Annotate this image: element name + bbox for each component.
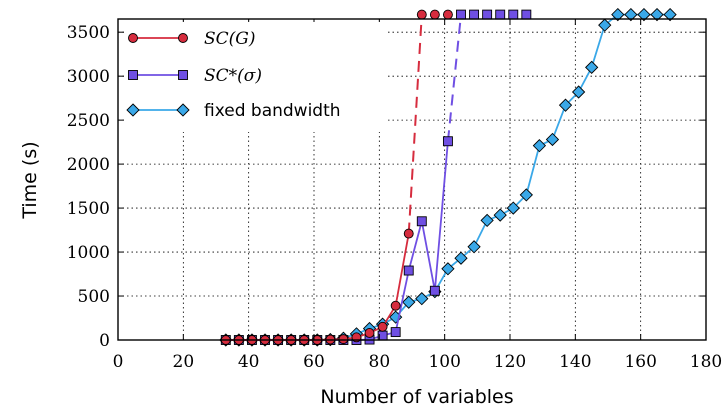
series-line bbox=[225, 141, 449, 341]
y-tick-label: 3500 bbox=[67, 23, 110, 43]
timeout-point bbox=[429, 9, 440, 20]
data-point bbox=[416, 216, 427, 227]
legend-marker bbox=[178, 70, 188, 80]
y-tick-label: 1000 bbox=[67, 243, 110, 263]
x-tick-label: 180 bbox=[690, 352, 722, 372]
x-tick-label: 20 bbox=[173, 352, 195, 372]
x-tick-label: 0 bbox=[113, 352, 124, 372]
data-point bbox=[402, 295, 416, 309]
data-point bbox=[650, 7, 664, 22]
data-point bbox=[403, 265, 414, 276]
timeout-point bbox=[442, 9, 453, 20]
data-point bbox=[493, 208, 507, 222]
timeout-point bbox=[416, 9, 427, 20]
x-tick-label: 120 bbox=[494, 352, 526, 372]
timeout-point bbox=[495, 9, 506, 20]
data-point bbox=[403, 228, 414, 239]
legend-marker bbox=[128, 33, 138, 43]
legend: SC(G) SC*(σ) fixed bandwidth bbox=[124, 22, 386, 132]
x-tick-label: 140 bbox=[559, 352, 591, 372]
data-point bbox=[454, 251, 468, 265]
timeout-point bbox=[456, 9, 466, 20]
grid-lines bbox=[118, 19, 706, 340]
legend-marker bbox=[128, 70, 138, 80]
legend-label: SC*(σ) bbox=[204, 66, 262, 86]
legend-box bbox=[124, 22, 386, 132]
legend-label: SC(G) bbox=[204, 29, 256, 49]
x-tick-label: 80 bbox=[369, 352, 391, 372]
timeout-point bbox=[508, 9, 519, 20]
y-tick-label: 1500 bbox=[67, 199, 110, 219]
data-point bbox=[467, 240, 481, 254]
data-point bbox=[611, 7, 625, 22]
data-point bbox=[390, 327, 401, 338]
x-axis-title: Number of variables bbox=[320, 386, 513, 408]
data-point bbox=[415, 292, 429, 306]
plot-frame bbox=[117, 18, 707, 341]
legend-marker bbox=[178, 33, 188, 43]
legend-marker bbox=[126, 103, 140, 117]
data-point bbox=[390, 300, 401, 311]
data-point bbox=[364, 328, 375, 338]
series-timeout-line bbox=[407, 14, 423, 234]
x-tick-label: 60 bbox=[303, 352, 325, 372]
legend-marker bbox=[176, 103, 190, 117]
data-point bbox=[558, 98, 573, 112]
data-point bbox=[519, 188, 533, 202]
y-axis-title: Time (s) bbox=[19, 141, 41, 219]
data-point bbox=[480, 213, 494, 228]
legend-label: fixed bandwidth bbox=[204, 101, 341, 121]
series-timeout-line bbox=[446, 14, 462, 142]
tick-labels: 0 20 40 60 80 100 120 140 160 180 0 500 1000 1500 2000… bbox=[67, 23, 722, 372]
data-point bbox=[585, 60, 599, 75]
timeout-point bbox=[469, 9, 480, 20]
y-tick-label: 500 bbox=[78, 287, 110, 307]
data-point bbox=[545, 132, 560, 147]
data-point bbox=[598, 18, 612, 32]
data-point bbox=[571, 85, 586, 99]
y-tick-label: 0 bbox=[99, 331, 110, 351]
x-tick-label: 160 bbox=[624, 352, 656, 372]
y-tick-label: 2000 bbox=[67, 155, 110, 175]
data-point bbox=[429, 285, 440, 296]
x-tick-label: 40 bbox=[238, 352, 260, 372]
data-point bbox=[624, 7, 638, 22]
data-point bbox=[377, 321, 388, 332]
timeout-point bbox=[482, 9, 493, 20]
data-point bbox=[637, 7, 651, 22]
data-point bbox=[663, 7, 677, 22]
y-tick-label: 3000 bbox=[67, 67, 110, 87]
data-point bbox=[338, 334, 349, 345]
data-point bbox=[441, 262, 455, 276]
data-point bbox=[442, 136, 453, 147]
data-point bbox=[532, 139, 547, 153]
x-tick-label: 100 bbox=[428, 352, 460, 372]
y-tick-label: 2500 bbox=[67, 111, 110, 131]
timeout-point bbox=[521, 9, 532, 20]
data-point bbox=[506, 201, 520, 215]
